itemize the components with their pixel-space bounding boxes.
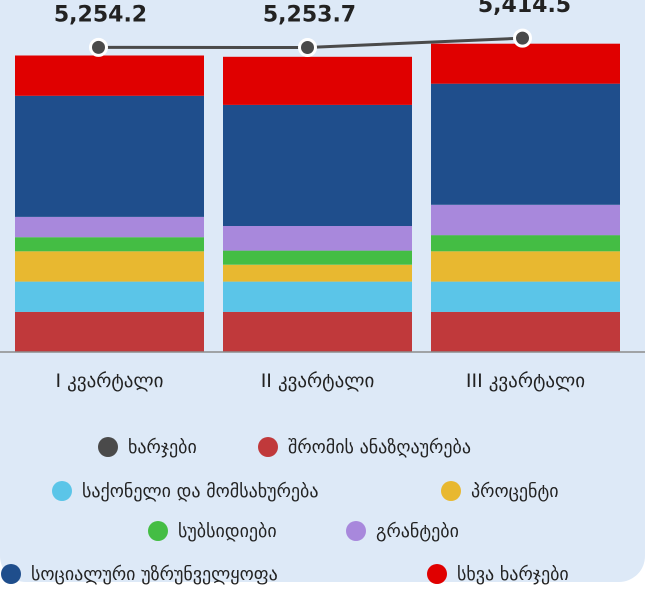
- bar-segment-3-cat-3: [431, 251, 620, 282]
- bars-group: [15, 43, 620, 352]
- bar-segment-2-cat-1: [15, 281, 204, 312]
- bar-segment-5-cat-1: [15, 217, 204, 238]
- legend-marker: [148, 521, 168, 541]
- legend-marker: [52, 481, 72, 501]
- data-label: 5,253.7: [263, 3, 356, 28]
- data-label: 5,254.2: [54, 2, 147, 27]
- legend-marker: [258, 437, 278, 457]
- x-axis-labels: I კვარტალი II კვარტალი III კვარტალი: [56, 370, 586, 392]
- legend-marker: [1, 564, 21, 584]
- bar-segment-7-cat-1: [15, 55, 204, 96]
- bar-segment-1-cat-3: [431, 311, 620, 352]
- legend-label: სუბსიდიები: [178, 521, 277, 542]
- bar-segment-1-cat-2: [223, 311, 412, 352]
- bar-segment-5-cat-2: [223, 226, 412, 251]
- bar-segment-6-cat-2: [223, 104, 412, 226]
- legend-label: გრანტები: [376, 521, 459, 542]
- data-label: 5,414.5: [478, 0, 571, 18]
- total-point: [298, 38, 317, 57]
- total-point: [89, 37, 108, 57]
- legend-label: საქონელი და მომსახურება: [82, 481, 319, 502]
- total-line-group: 5,254.2 5,253.7 5,414.5: [54, 0, 571, 57]
- legend-marker: [441, 481, 461, 501]
- x-tick-label: II კვარტალი: [261, 370, 375, 392]
- legend: ხარჯები შრომის ანაზღაურება საქონელი და მომ…: [1, 437, 569, 585]
- bar-segment-5-cat-3: [431, 204, 620, 236]
- legend-marker: [427, 564, 447, 584]
- legend-marker: [346, 521, 366, 541]
- x-tick-label: I კვარტალი: [56, 370, 164, 392]
- legend-label: პროცენტი: [471, 481, 559, 502]
- bar-segment-1-cat-1: [15, 311, 204, 352]
- legend-label: შრომის ანაზღაურება: [288, 437, 471, 458]
- bar-segment-7-cat-2: [223, 56, 412, 105]
- bar-segment-4-cat-2: [223, 250, 412, 265]
- bar-segment-3-cat-1: [15, 251, 204, 282]
- bar-segment-2-cat-3: [431, 281, 620, 312]
- bar-segment-7-cat-3: [431, 43, 620, 84]
- bar-segment-6-cat-1: [15, 95, 204, 217]
- legend-label: ხარჯები: [128, 437, 197, 458]
- bar-segment-6-cat-3: [431, 83, 620, 205]
- x-tick-label: III კვარტალი: [466, 370, 585, 392]
- bar-segment-4-cat-1: [15, 237, 204, 252]
- bar-segment-3-cat-2: [223, 264, 412, 282]
- legend-marker: [98, 437, 118, 457]
- legend-label: სოციალური უზრუნველყოფა: [31, 564, 278, 585]
- bar-segment-2-cat-2: [223, 281, 412, 312]
- total-point: [513, 28, 532, 48]
- bar-segment-4-cat-3: [431, 235, 620, 252]
- legend-label: სხვა ხარჯები: [457, 564, 569, 585]
